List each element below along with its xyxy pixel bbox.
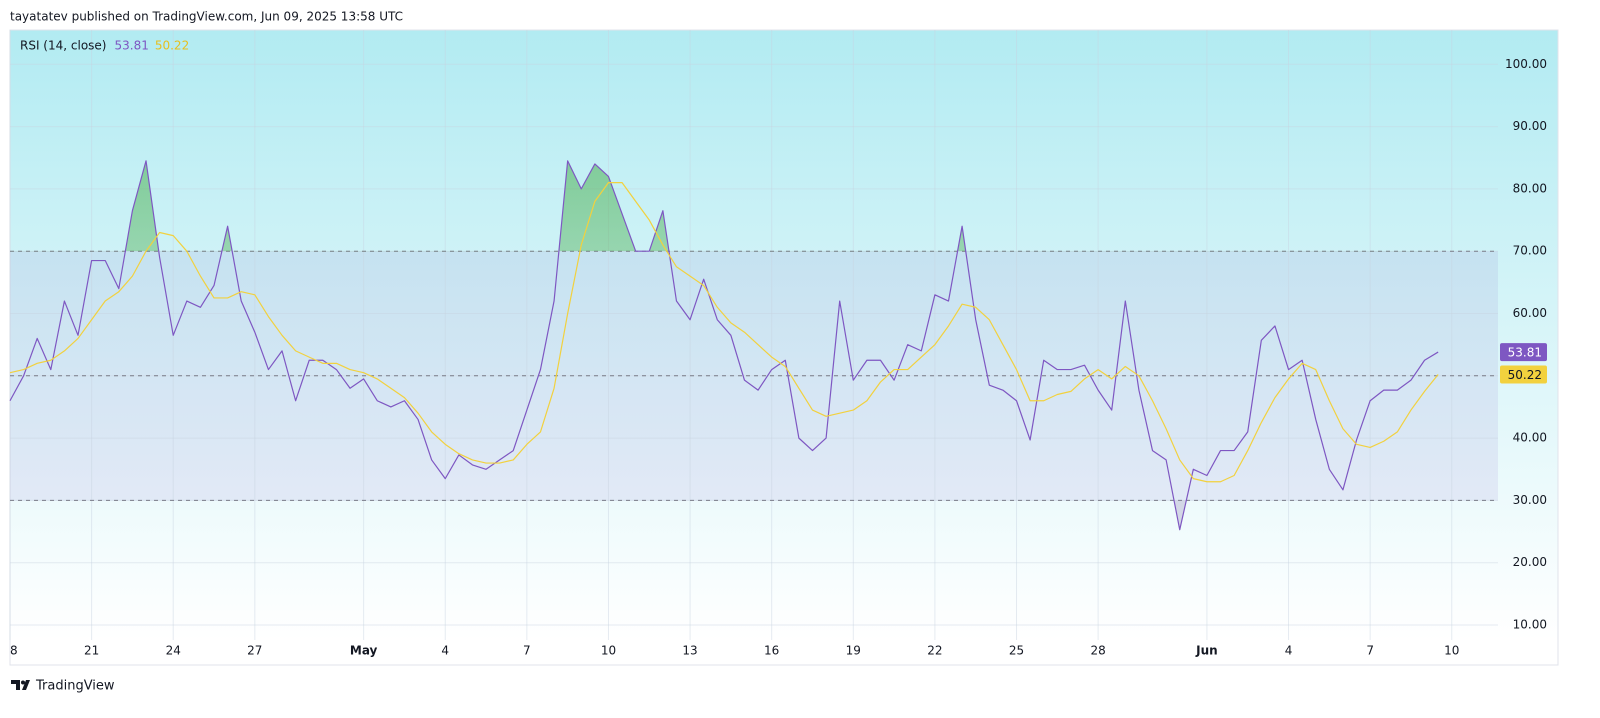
x-tick-label: May xyxy=(350,644,378,658)
x-tick-label: 28 xyxy=(1090,644,1105,658)
last-value-badge xyxy=(1500,343,1547,362)
x-tick-label: 7 xyxy=(523,644,531,658)
x-tick-label: 27 xyxy=(247,644,262,658)
y-tick-label: 30.00 xyxy=(1513,493,1547,507)
last-value-label: 53.81 xyxy=(1508,346,1542,360)
publisher-note: tayatatev published on TradingView.com, … xyxy=(10,10,403,24)
legend-rsi-value: 53.81 xyxy=(114,39,148,53)
y-tick-label: 20.00 xyxy=(1513,555,1547,569)
x-tick-label: 21 xyxy=(84,644,99,658)
plot-background xyxy=(10,30,1558,640)
footer-brand: TradingView xyxy=(35,679,115,694)
x-tick-label: 22 xyxy=(927,644,942,658)
y-tick-label: 10.00 xyxy=(1513,618,1547,632)
y-tick-label: 100.00 xyxy=(1505,57,1547,71)
x-tick-label: 16 xyxy=(764,644,779,658)
x-tick-label: 19 xyxy=(846,644,861,658)
x-tick-label: 7 xyxy=(1366,644,1374,658)
x-tick-label: 25 xyxy=(1009,644,1024,658)
x-tick-label: Jun xyxy=(1195,644,1218,658)
oversold-fill xyxy=(1174,500,1187,530)
x-tick-label: 24 xyxy=(166,644,181,658)
x-tick-label: 8 xyxy=(10,644,18,658)
x-tick-label: 4 xyxy=(441,644,449,658)
x-tick-label: 10 xyxy=(1444,644,1459,658)
series-line xyxy=(9,160,1439,531)
x-tick-label: 4 xyxy=(1285,644,1293,658)
x-tick-label: 13 xyxy=(682,644,697,658)
series-line xyxy=(9,182,1439,483)
last-value-badge xyxy=(1500,365,1547,384)
x-tick-label: 10 xyxy=(601,644,616,658)
y-tick-label: 70.00 xyxy=(1513,244,1547,258)
last-value-label: 50.22 xyxy=(1508,368,1542,382)
y-tick-label: 90.00 xyxy=(1513,119,1547,133)
y-tick-label: 40.00 xyxy=(1513,431,1547,445)
y-tick-label: 80.00 xyxy=(1513,181,1547,195)
legend-ma-value: 50.22 xyxy=(155,39,189,53)
plot-frame xyxy=(9,29,1559,666)
footer-logo xyxy=(11,680,30,690)
y-tick-label: 60.00 xyxy=(1513,306,1547,320)
plot-layer xyxy=(9,30,1498,640)
indicator-title: RSI (14, close) xyxy=(20,39,106,53)
